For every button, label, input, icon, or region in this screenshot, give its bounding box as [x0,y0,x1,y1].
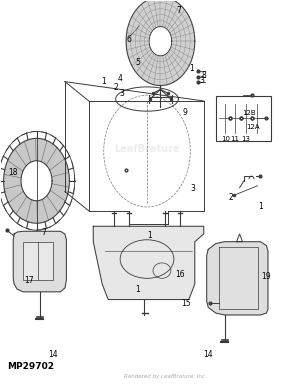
Text: 7: 7 [176,6,181,15]
Text: 13: 13 [241,136,250,142]
Text: 19: 19 [262,272,271,281]
Text: 12A: 12A [246,124,260,130]
Text: 17: 17 [24,276,34,285]
Polygon shape [93,226,204,300]
Text: 3: 3 [119,89,124,98]
Text: 1: 1 [148,231,152,240]
Text: 5: 5 [136,58,140,67]
Text: 7: 7 [42,228,46,236]
Text: 16: 16 [175,270,185,279]
Text: 14: 14 [48,350,58,359]
Text: 2: 2 [113,83,118,92]
Text: 9: 9 [183,108,188,117]
Wedge shape [4,139,69,223]
Text: LeafBrature: LeafBrature [114,144,180,154]
Text: 11: 11 [231,136,240,142]
Text: 4: 4 [118,74,123,83]
Text: 2: 2 [228,193,233,202]
Circle shape [126,0,195,86]
Text: MP29702: MP29702 [7,362,54,371]
Text: 6: 6 [127,35,131,44]
Text: 18: 18 [8,168,17,177]
Circle shape [149,27,172,56]
Text: 3: 3 [199,76,204,86]
Text: 12B: 12B [242,110,255,116]
Text: 3: 3 [191,184,196,194]
Polygon shape [219,247,257,309]
Bar [216,96,271,140]
Text: 1: 1 [258,202,263,212]
Text: 1: 1 [189,64,194,73]
Bar [23,242,53,280]
Text: 8: 8 [201,70,206,80]
Text: 15: 15 [181,299,190,308]
Text: 1: 1 [101,77,106,86]
Text: 10: 10 [221,136,230,142]
Text: Rendered by LeafBrature, Inc.: Rendered by LeafBrature, Inc. [124,373,206,378]
Polygon shape [207,242,268,315]
Text: 14: 14 [203,350,213,359]
Text: 1: 1 [136,284,140,294]
Polygon shape [13,231,66,292]
